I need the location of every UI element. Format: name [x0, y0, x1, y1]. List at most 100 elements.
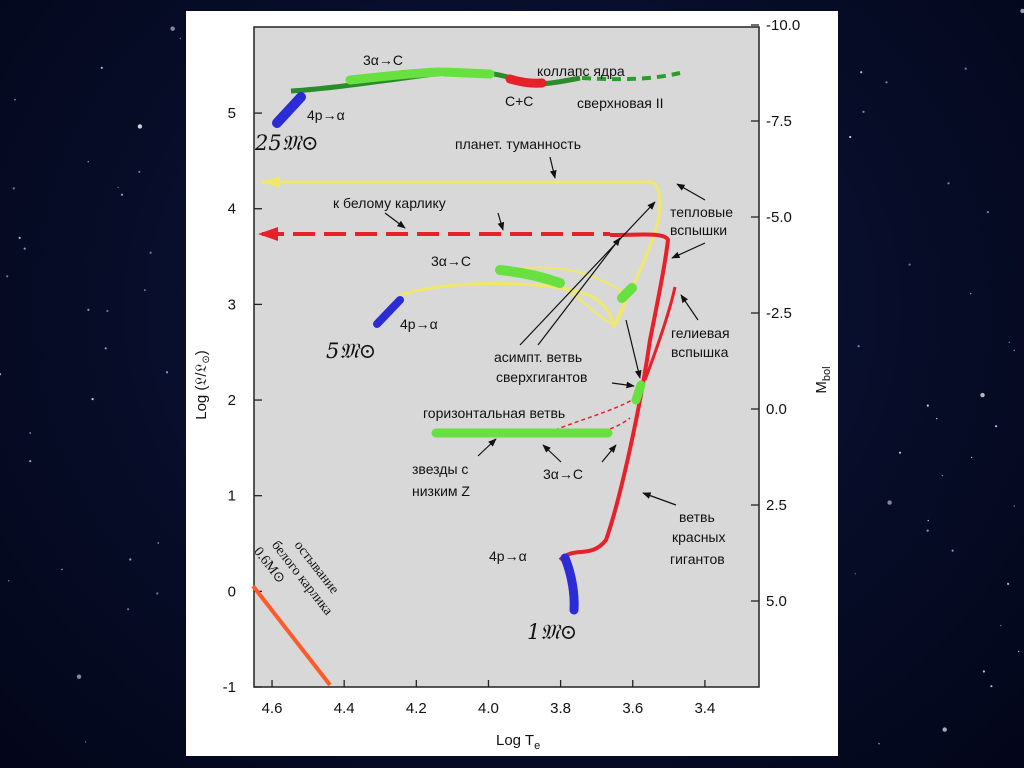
annot-3a-c-1: 3α→C [543, 466, 583, 482]
star [156, 592, 159, 595]
track-5msun-he [495, 265, 565, 288]
track-1msun-rgb [558, 232, 671, 562]
star [87, 308, 90, 311]
star [18, 236, 21, 239]
annot-hb: горизонтальная ветвь [423, 405, 565, 421]
star [849, 135, 852, 139]
y2-tick-label: 2.5 [766, 497, 787, 514]
star [29, 432, 31, 434]
annot-mass-5: 5𝔐⊙ [326, 339, 376, 363]
annot-he-flash-2: вспышка [671, 344, 729, 360]
star [6, 275, 9, 278]
y-tick-label: 4 [228, 201, 236, 218]
star [179, 37, 182, 40]
star [898, 451, 902, 454]
star [14, 99, 16, 101]
annot-pn: планет. туманность [455, 136, 581, 152]
annot-4p-5: 4p→α [400, 316, 438, 332]
star [926, 404, 929, 407]
y2-axis-ticks: -10.0 -7.5 -5.0 -2.5 0.0 2.5 5.0 [751, 17, 800, 610]
star [964, 67, 967, 70]
star [927, 519, 929, 522]
y2-tick-label: -2.5 [766, 305, 792, 322]
star [936, 417, 938, 420]
track-1msun-tip [643, 286, 677, 381]
x-tick-label: 4.6 [262, 700, 283, 717]
y2-axis-label: Mbol [813, 366, 833, 393]
star [857, 345, 860, 348]
star [170, 26, 175, 31]
star [1020, 8, 1024, 14]
star [157, 542, 159, 544]
star [149, 251, 152, 254]
y2-tick-label: 5.0 [766, 593, 787, 610]
annot-he-flash-1: гелиевая [671, 325, 730, 341]
star [29, 460, 32, 463]
y-tick-label: 5 [228, 105, 236, 122]
annot-to-wd: к белому карлику [333, 195, 446, 211]
annot-3a-c-25: 3α→C [363, 52, 403, 68]
annot-agb-1: асимпт. ветвь [494, 349, 582, 365]
star [878, 743, 880, 745]
x-axis-ticks: 4.6 4.4 4.2 4.0 3.8 3.6 3.4 [262, 680, 715, 717]
arrow-1msun-wd [258, 227, 278, 241]
y2-tick-label: 0.0 [766, 401, 787, 418]
star [887, 500, 892, 505]
star [854, 573, 856, 575]
annot-cc: C+C [505, 93, 533, 109]
y-tick-label: -1 [223, 679, 236, 696]
tracks-layer [251, 67, 681, 687]
star [7, 580, 10, 582]
star [1013, 505, 1015, 507]
star [117, 186, 119, 189]
x-tick-label: 4.2 [406, 700, 427, 717]
star [23, 247, 26, 250]
annot-thermal-1: тепловые [670, 204, 733, 220]
star [980, 392, 985, 398]
star [860, 71, 863, 74]
star [926, 529, 929, 532]
star [947, 182, 950, 185]
star [1007, 582, 1010, 586]
star [970, 292, 972, 295]
y2-tick-label: -7.5 [766, 113, 792, 130]
track-1msun-ms [560, 553, 579, 615]
track-5msun-he-2 [617, 283, 637, 303]
x-tick-label: 3.4 [694, 700, 715, 717]
star [61, 568, 63, 571]
star [100, 66, 103, 69]
track-25msun-burn-1 [345, 67, 445, 85]
star [137, 124, 143, 129]
y-tick-label: 2 [228, 392, 236, 409]
star [862, 110, 865, 113]
annot-3a-c-5: 3α→C [431, 253, 471, 269]
annot-core-collapse: коллапс ядра [537, 63, 625, 79]
star [104, 347, 107, 350]
star [908, 263, 911, 266]
star [91, 398, 94, 401]
track-1msun-he [631, 380, 646, 405]
star [106, 309, 109, 313]
star [951, 549, 954, 552]
star [0, 373, 2, 376]
plot-area [253, 26, 760, 688]
track-25msun-burn-2 [439, 67, 495, 79]
star [970, 456, 973, 459]
annot-rgb-1: ветвь [679, 509, 715, 525]
arrow-5msun-wd [262, 176, 280, 188]
star [165, 371, 169, 374]
annot-sn2: сверхновая II [577, 95, 664, 111]
annotations: 3α→C коллапс ядра C+C сверхновая II 4p→α… [250, 52, 733, 644]
x-tick-label: 3.8 [550, 700, 571, 717]
star [995, 425, 998, 428]
annot-4p-1: 4p→α [489, 548, 527, 564]
star [941, 474, 944, 477]
star [144, 289, 146, 291]
annot-agb-2: сверхгигантов [496, 369, 587, 385]
star [76, 674, 82, 679]
star [982, 670, 986, 673]
annot-mass-25: 25𝔐⊙ [254, 131, 319, 155]
y-tick-label: 0 [228, 583, 236, 600]
annot-thermal-2: вспышки [670, 222, 727, 238]
